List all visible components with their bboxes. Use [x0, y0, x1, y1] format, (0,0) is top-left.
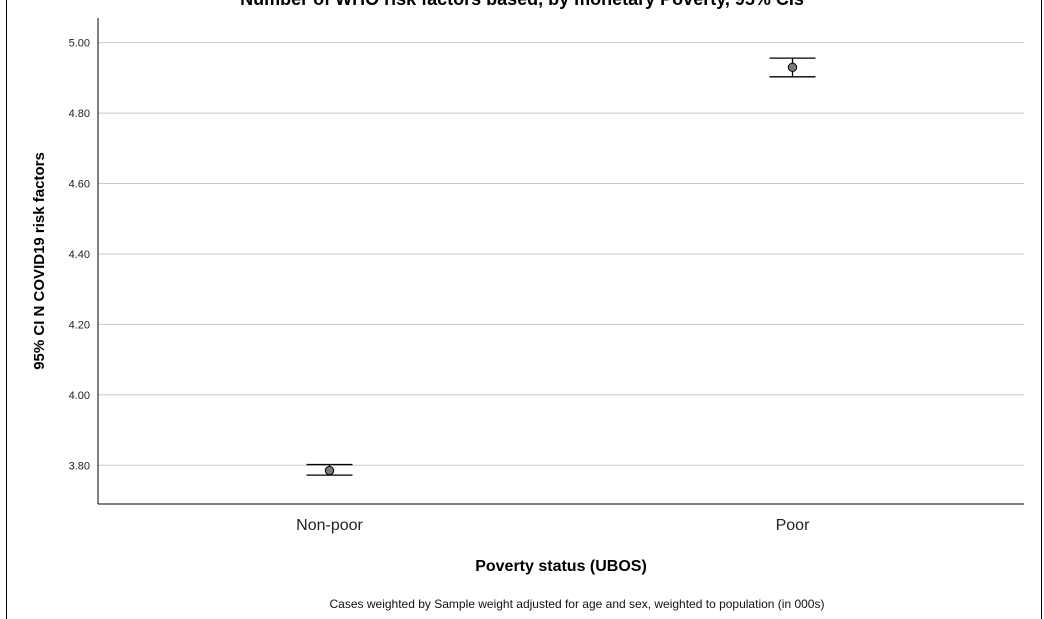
x-category-label: Non-poor [296, 517, 363, 534]
y-tick-label: 4.80 [69, 108, 90, 120]
x-category-label: Poor [776, 517, 810, 534]
axes [97, 18, 1024, 505]
data-marks [306, 57, 816, 476]
y-tick-label: 4.20 [69, 319, 90, 331]
y-tick-labels: 3.80 4.00 4.20 4.40 4.60 4.80 5.00 [69, 38, 90, 473]
mean-point [324, 465, 335, 476]
y-axis-label: 95% CI N COVID19 risk factors [31, 152, 48, 370]
x-category-labels: Non-poor Poor [296, 517, 810, 534]
y-tick-label: 5.00 [69, 38, 90, 50]
y-tick-label: 3.80 [69, 460, 90, 472]
x-axis-label: Poverty status (UBOS) [475, 558, 647, 575]
chart-footnote: Cases weighted by Sample weight adjusted… [330, 597, 825, 611]
mean-point [787, 62, 798, 73]
chart-frame [6, 0, 1042, 619]
y-tick-label: 4.00 [69, 390, 90, 402]
gridlines [98, 42, 1024, 466]
y-tick-label: 4.60 [69, 179, 90, 191]
chart-title: Number of WHO risk factors based, by mon… [240, 0, 804, 9]
y-tick-label: 4.40 [69, 249, 90, 261]
